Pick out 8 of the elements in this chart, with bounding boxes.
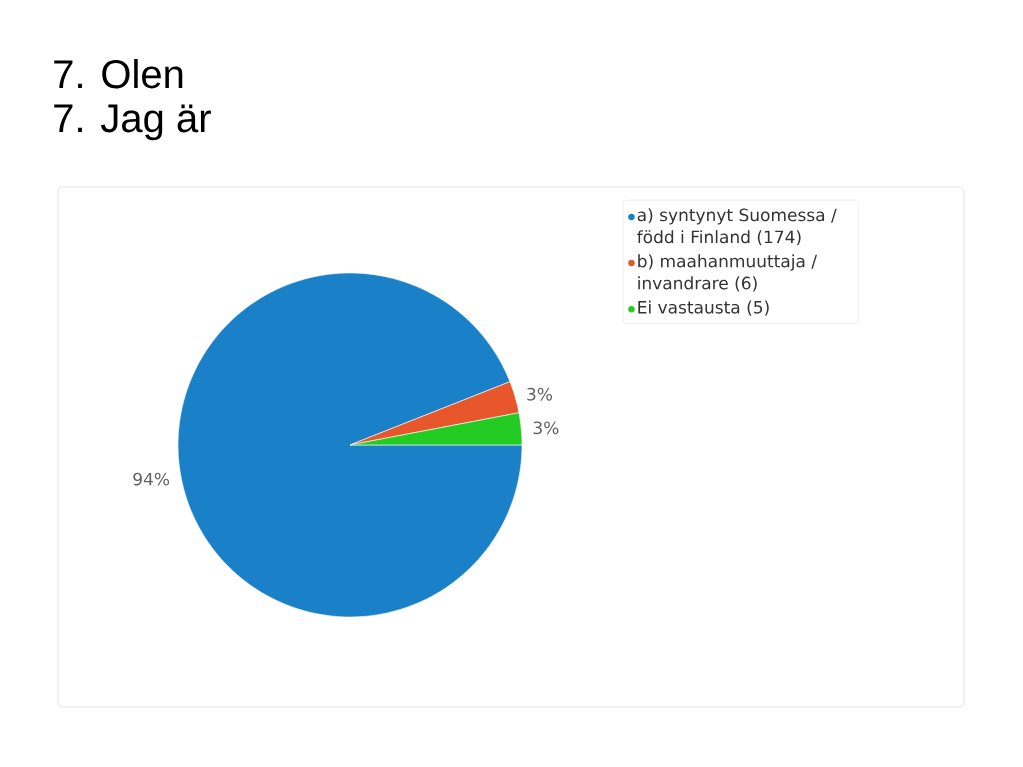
chart-subtitle: 7. Jag är [54,104,211,141]
chart-title: 7. Olen [54,59,183,89]
legend-label: a) syntynyt Suomessa / född i Finland (174) [637,208,837,246]
legend-label: Ei vastausta (5) [638,300,769,316]
legend-label: b) maahanmuuttaja / invandrare (6) [638,254,818,292]
data-label: 3% [533,421,559,435]
data-label: 3% [527,387,552,401]
data-label: 94% [133,472,170,486]
